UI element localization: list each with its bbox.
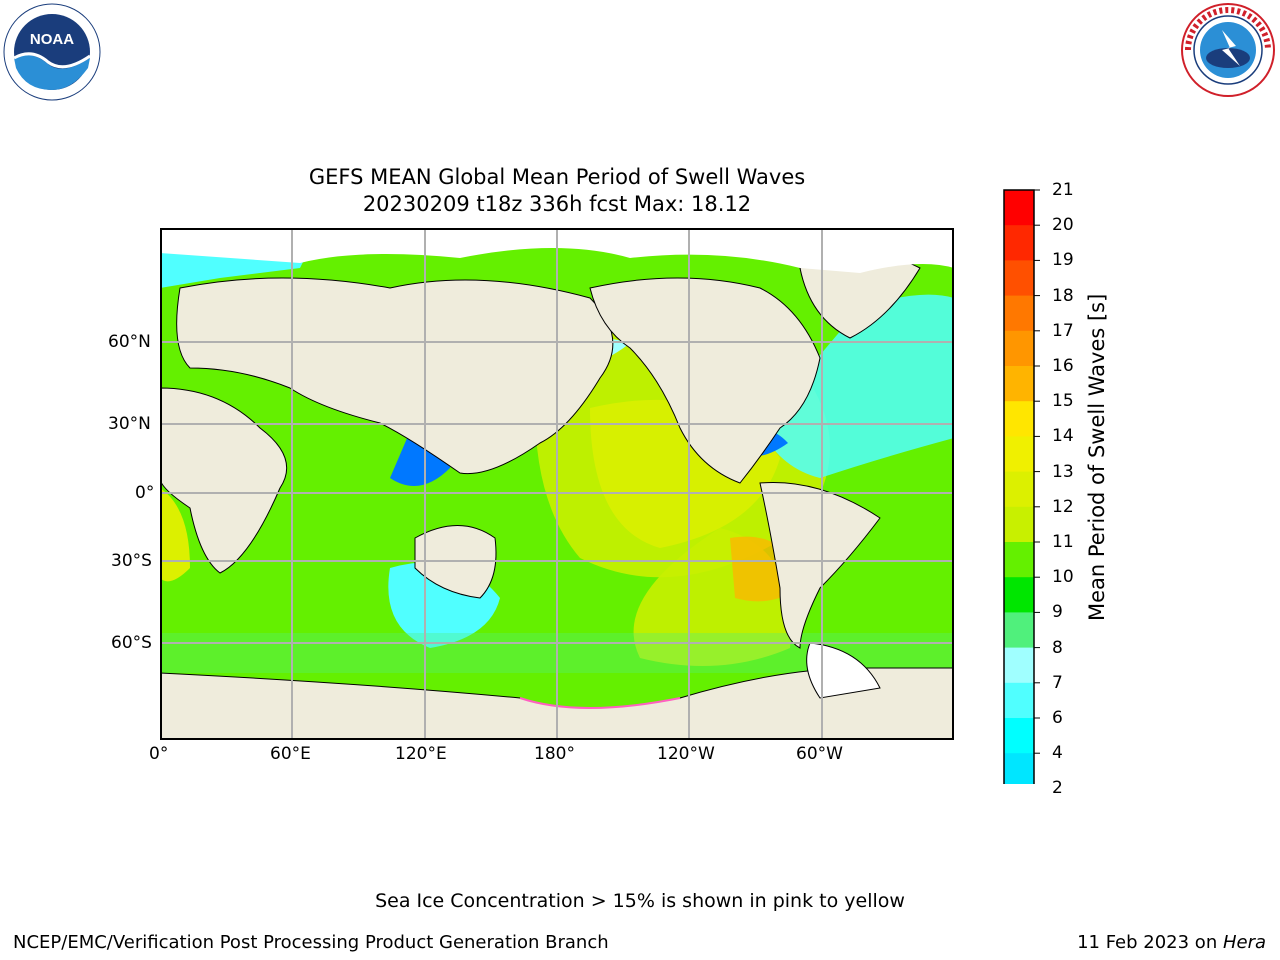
colorbar-frame [1003,189,1035,784]
colorbar-segment [1004,612,1034,649]
credit-date: 11 Feb 2023 on [1077,932,1223,953]
lat-tick-30s: 30°S [111,551,152,571]
colorbar-tick-label: 14 [1052,426,1074,447]
colorbar-segment [1004,436,1034,473]
colorbar-segment [1004,542,1034,578]
colorbar-label: Mean Period of Swell Waves [s] [1085,293,1109,621]
credit-right: 11 Feb 2023 on Hera [1077,932,1266,953]
colorbar-tick-label: 21 [1052,180,1074,200]
colorbar-segment [1004,190,1034,226]
sea-ice-note: Sea Ice Concentration > 15% is shown in … [375,890,905,912]
colorbar-tick-label: 8 [1052,637,1063,658]
map-subtitle: 20230209 t18z 336h fcst Max: 18.12 [362,192,752,216]
lat-tick-60s: 60°S [111,633,152,653]
colorbar-tick-label: 6 [1052,708,1063,728]
credit-host: Hera [1222,932,1266,953]
colorbar-tick-label: 19 [1052,250,1074,271]
colorbar [1000,188,1040,784]
colorbar-tick-label: 20 [1052,215,1074,236]
colorbar-tick-label: 11 [1052,532,1074,552]
colorbar-ticks: 21 20 19 18 17 16 15 14 13 12 11 10 9 8 7 6 4 2 [1046,0,1086,960]
colorbar-tick-label: 2 [1052,778,1063,799]
colorbar-segment [1004,471,1034,508]
colorbar-tick-label: 18 [1052,285,1074,306]
lon-tick-60e: 60°E [270,744,311,764]
colorbar-tick-label: 4 [1052,743,1063,764]
colorbar-tick-label: 9 [1052,602,1063,623]
colorbar-segment [1004,330,1034,367]
credit-left: NCEP/EMC/Verification Post Processing Pr… [13,932,609,953]
colorbar-tick-label: 13 [1052,461,1074,482]
colorbar-segment [1004,401,1034,437]
colorbar-segment [1004,295,1034,332]
colorbar-segment [1004,225,1034,261]
colorbar-segment [1004,682,1034,719]
lat-tick-eq: 0° [135,483,155,503]
svg-text:NOAA: NOAA [30,31,74,48]
colorbar-tick-label: 17 [1052,320,1074,341]
colorbar-segment [1004,753,1034,784]
lat-tick-60n: 60°N [108,332,151,352]
colorbar-segment [1004,718,1034,754]
lon-tick-120w: 120°W [657,744,715,764]
noaa-logo: NOAA [2,2,102,102]
swell-period-map [160,228,954,740]
colorbar-segment [1004,577,1034,613]
colorbar-tick-label: 16 [1052,356,1074,376]
colorbar-segment [1004,260,1034,297]
map-title: GEFS MEAN Global Mean Period of Swell Wa… [308,165,806,189]
colorbar-tick-label: 15 [1052,391,1074,412]
colorbar-segment [1004,366,1034,402]
lat-tick-30n: 30°N [108,414,151,434]
colorbar-tick-label: 7 [1052,672,1063,693]
colorbar-segment [1004,647,1034,684]
colorbar-tick-label: 12 [1052,496,1074,517]
lon-tick-120e: 120°E [395,744,447,764]
lon-tick-0: 0° [149,744,169,764]
lon-tick-180: 180° [534,744,575,764]
lon-tick-60w: 60°W [796,744,843,764]
colorbar-tick-label: 10 [1052,567,1074,588]
colorbar-segment [1004,506,1034,543]
nws-logo [1178,2,1278,98]
